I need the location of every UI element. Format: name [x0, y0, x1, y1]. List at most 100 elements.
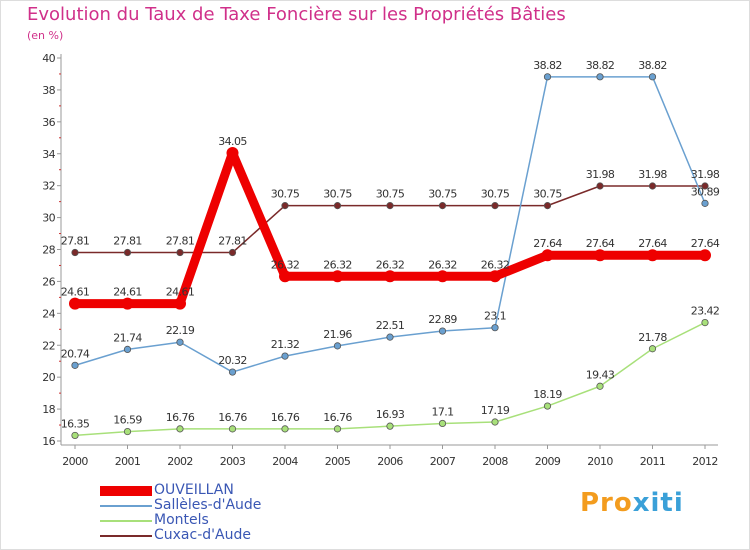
y-tick-label: 36: [42, 116, 55, 129]
data-point: [333, 342, 342, 350]
logo-part-2: xiti: [632, 488, 684, 518]
data-label: 20.74: [61, 347, 90, 360]
data-label: 23.1: [484, 310, 506, 323]
data-point: [123, 345, 132, 353]
data-label: 27.64: [533, 237, 562, 250]
data-label: 16.76: [218, 411, 247, 424]
data-point: [699, 249, 711, 262]
x-tick-label: 2006: [377, 455, 403, 468]
legend-swatch: [100, 535, 152, 537]
x-tick-label: 2000: [62, 455, 88, 468]
data-label: 38.82: [638, 59, 667, 72]
data-label: 30.75: [481, 188, 510, 201]
data-label: 27.81: [218, 235, 247, 248]
data-label: 23.42: [691, 305, 720, 318]
data-point: [69, 297, 81, 310]
x-tick-label: 2001: [115, 455, 141, 468]
x-tick-label: 2008: [482, 455, 508, 468]
data-point: [331, 270, 344, 283]
data-point: [333, 425, 342, 433]
y-tick-label: 22: [42, 339, 55, 352]
data-label: 26.32: [271, 258, 300, 271]
y-tick-label: 34: [42, 148, 55, 161]
data-label: 27.64: [691, 237, 720, 250]
data-label: 27.81: [61, 235, 90, 248]
data-point: [648, 73, 657, 81]
data-point: [438, 419, 447, 428]
data-label: 34.05: [218, 135, 247, 148]
data-point: [596, 382, 604, 390]
data-label: 30.75: [271, 188, 300, 201]
data-point: [174, 297, 186, 310]
data-point: [491, 418, 499, 426]
y-tick-label: 24: [42, 307, 55, 320]
data-label: 24.61: [166, 286, 195, 299]
data-point: [594, 249, 606, 262]
data-point: [438, 202, 447, 210]
data-point: [646, 249, 659, 262]
data-label: 26.32: [481, 258, 510, 271]
data-point: [71, 361, 79, 369]
data-label: 17.19: [481, 404, 510, 417]
data-point: [701, 199, 709, 207]
data-label: 31.98: [638, 168, 667, 181]
data-label: 18.19: [533, 388, 562, 401]
x-tick-label: 2012: [692, 455, 718, 468]
data-point: [279, 270, 291, 283]
data-label: 27.64: [586, 237, 615, 250]
y-tick-label: 28: [42, 244, 55, 257]
data-label: 20.32: [218, 354, 247, 367]
x-tick-label: 2005: [325, 455, 351, 468]
data-point: [281, 202, 289, 210]
data-label: 24.61: [61, 286, 90, 299]
data-point: [596, 73, 604, 81]
y-tick-label: 32: [42, 180, 55, 193]
data-label: 24.61: [113, 286, 142, 299]
data-point: [491, 202, 499, 210]
data-label: 21.32: [271, 338, 300, 351]
logo-part-1: Pro: [580, 488, 633, 518]
data-label: 30.89: [691, 185, 720, 198]
data-point: [543, 202, 552, 210]
data-point: [436, 270, 449, 283]
data-point: [701, 318, 709, 327]
y-tick-label: 26: [42, 275, 55, 288]
data-label: 31.98: [691, 168, 720, 181]
data-label: 30.75: [533, 188, 562, 201]
y-tick-label: 40: [42, 52, 55, 65]
x-tick-label: 2002: [167, 455, 193, 468]
data-point: [386, 202, 394, 210]
data-label: 38.82: [533, 59, 562, 72]
data-point: [123, 427, 132, 436]
x-tick-label: 2010: [587, 455, 613, 468]
data-label: 16.76: [323, 411, 352, 424]
data-point: [543, 73, 552, 81]
data-point: [541, 249, 554, 262]
x-tick-label: 2007: [430, 455, 456, 468]
data-label: 21.96: [323, 328, 352, 341]
chart-title: Evolution du Taux de Taxe Foncière sur l…: [27, 4, 566, 25]
legend-swatch: [100, 505, 152, 507]
data-point: [438, 327, 447, 335]
legend-label: OUVEILLAN: [154, 482, 234, 498]
data-label: 16.93: [376, 408, 405, 421]
data-label: 26.32: [428, 258, 457, 271]
x-tick-label: 2009: [535, 455, 561, 468]
data-label: 22.89: [428, 313, 457, 326]
data-label: 16.35: [61, 417, 90, 430]
data-point: [596, 182, 604, 190]
legend-label: Montels: [154, 512, 209, 528]
data-label: 27.64: [638, 237, 667, 250]
data-label: 31.98: [586, 168, 615, 181]
legend-label: Cuxac-d'Aude: [154, 527, 251, 543]
data-point: [333, 202, 342, 210]
data-point: [648, 345, 657, 353]
data-point: [701, 182, 709, 190]
data-point: [228, 368, 237, 376]
data-point: [176, 248, 184, 257]
x-tick-label: 2004: [272, 455, 298, 468]
data-label: 21.74: [113, 331, 142, 344]
data-label: 38.82: [586, 59, 615, 72]
y-tick-label: 30: [42, 212, 55, 225]
legend-item: Sallèles-d'Aude: [98, 497, 398, 513]
